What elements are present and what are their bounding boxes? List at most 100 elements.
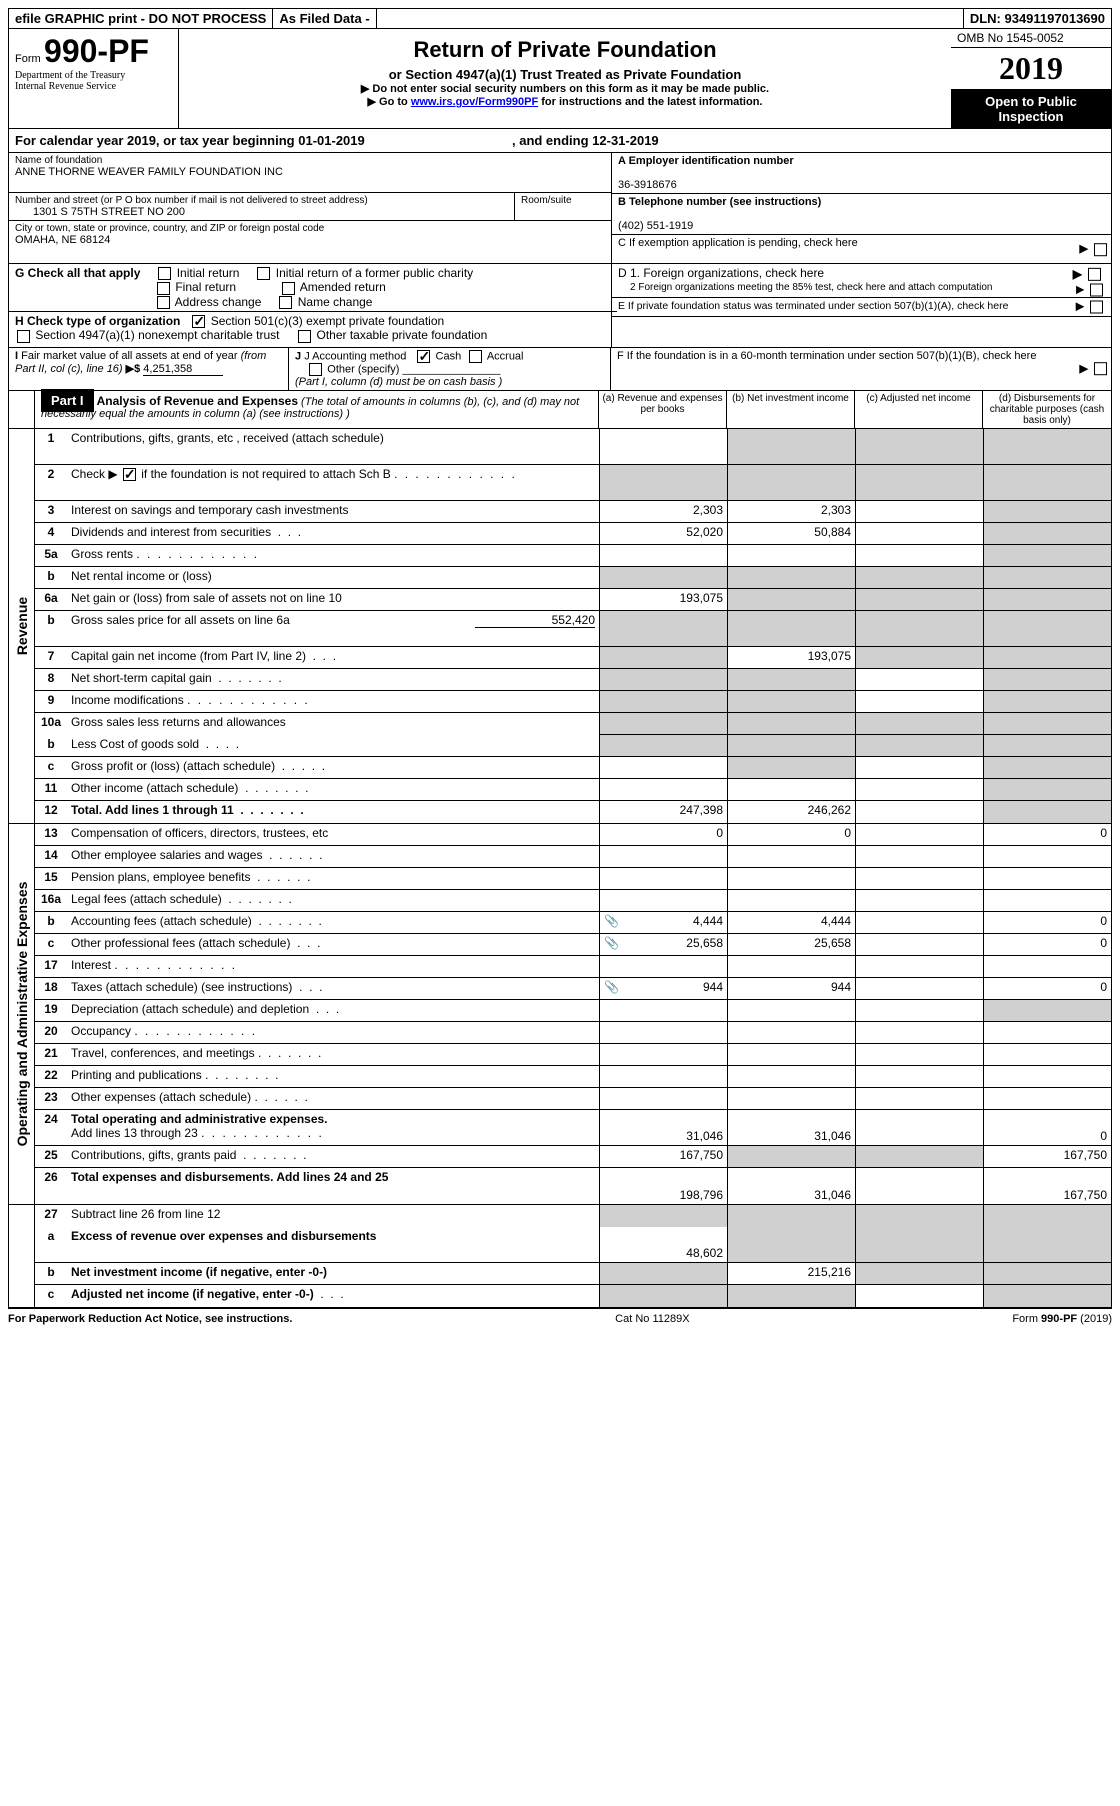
table-row: cOther professional fees (attach schedul… xyxy=(35,934,1111,956)
table-row: bLess Cost of goods sold . . . . xyxy=(35,735,1111,757)
paperwork-notice: For Paperwork Reduction Act Notice, see … xyxy=(8,1313,292,1325)
table-row: 10aGross sales less returns and allowanc… xyxy=(35,713,1111,735)
dln-label: DLN: 93491197013690 xyxy=(964,9,1111,28)
table-row: 18Taxes (attach schedule) (see instructi… xyxy=(35,978,1111,1000)
table-row: bAccounting fees (attach schedule) . . .… xyxy=(35,912,1111,934)
ijf-row: I Fair market value of all assets at end… xyxy=(8,348,1112,391)
form-prefix: Form xyxy=(15,53,41,65)
expenses-section: Operating and Administrative Expenses 13… xyxy=(8,824,1112,1205)
goto-line: ▶ Go to www.irs.gov/Form990PF for instru… xyxy=(183,95,947,108)
table-row: 8Net short-term capital gain . . . . . .… xyxy=(35,669,1111,691)
calendar-year-row: For calendar year 2019, or tax year begi… xyxy=(8,129,1112,153)
fmv-value: 4,251,358 xyxy=(143,363,223,376)
table-row: 19Depreciation (attach schedule) and dep… xyxy=(35,1000,1111,1022)
table-row: 1Contributions, gifts, grants, etc , rec… xyxy=(35,429,1111,465)
cb-accrual[interactable] xyxy=(469,350,482,363)
table-row: cGross profit or (loss) (attach schedule… xyxy=(35,757,1111,779)
table-row: 26Total expenses and disbursements. Add … xyxy=(35,1168,1111,1204)
exemption-checkbox[interactable] xyxy=(1094,243,1107,256)
cb-terminated[interactable] xyxy=(1090,301,1103,314)
cb-schb[interactable] xyxy=(123,468,136,481)
attach-icon[interactable]: 📎 xyxy=(604,980,619,994)
header-left: Form 990-PF Department of the Treasury I… xyxy=(9,29,179,128)
attach-icon[interactable]: 📎 xyxy=(604,914,619,928)
open-to-public: Open to Public Inspection xyxy=(951,90,1111,128)
d-section: D 1. Foreign organizations, check here ▶… xyxy=(611,264,1111,347)
expenses-label: Operating and Administrative Expenses xyxy=(9,824,35,1204)
attach-icon[interactable]: 📎 xyxy=(604,936,619,950)
table-row: 21Travel, conferences, and meetings . . … xyxy=(35,1044,1111,1066)
cb-4947a1[interactable] xyxy=(17,330,30,343)
table-row: 11Other income (attach schedule) . . . .… xyxy=(35,779,1111,801)
entity-left: Name of foundation ANNE THORNE WEAVER FA… xyxy=(9,153,611,263)
address-row: Number and street (or P O box number if … xyxy=(9,193,611,221)
table-row: aExcess of revenue over expenses and dis… xyxy=(35,1227,1111,1263)
cb-60month[interactable] xyxy=(1094,362,1107,375)
col-c-head: (c) Adjusted net income xyxy=(855,391,983,428)
dept-treasury: Department of the Treasury xyxy=(15,70,172,81)
table-row: cAdjusted net income (if negative, enter… xyxy=(35,1285,1111,1307)
phone-value: (402) 551-1919 xyxy=(618,220,693,232)
tax-year: 2019 xyxy=(951,48,1111,90)
table-row: 24Total operating and administrative exp… xyxy=(35,1110,1111,1146)
g-section: G Check all that apply Initial return In… xyxy=(15,266,611,345)
table-row: 7Capital gain net income (from Part IV, … xyxy=(35,647,1111,669)
cb-85pct[interactable] xyxy=(1090,283,1103,296)
form-header: Form 990-PF Department of the Treasury I… xyxy=(8,29,1112,129)
table-row: 3Interest on savings and temporary cash … xyxy=(35,501,1111,523)
table-row: 15Pension plans, employee benefits . . .… xyxy=(35,868,1111,890)
street-address: 1301 S 75TH STREET NO 200 xyxy=(15,206,508,218)
table-row: bGross sales price for all assets on lin… xyxy=(35,611,1111,647)
check-g-row: G Check all that apply Initial return In… xyxy=(8,264,1112,348)
table-row: 20Occupancy xyxy=(35,1022,1111,1044)
cb-amended[interactable] xyxy=(282,282,295,295)
dept-irs: Internal Revenue Service xyxy=(15,81,172,92)
cb-initial-return[interactable] xyxy=(158,267,171,280)
table-row: 25Contributions, gifts, grants paid . . … xyxy=(35,1146,1111,1168)
omb-number: OMB No 1545-0052 xyxy=(951,29,1111,48)
table-row: 23Other expenses (attach schedule) . . .… xyxy=(35,1088,1111,1110)
table-row: 27Subtract line 26 from line 12 xyxy=(35,1205,1111,1227)
city-state-zip: OMAHA, NE 68124 xyxy=(15,234,605,246)
table-row: 9Income modifications xyxy=(35,691,1111,713)
table-row: 17Interest xyxy=(35,956,1111,978)
table-row: bNet rental income or (loss) xyxy=(35,567,1111,589)
cb-501c3[interactable] xyxy=(192,315,205,328)
topbar-spacer xyxy=(377,9,964,28)
col-b-head: (b) Net investment income xyxy=(727,391,855,428)
part1-header: Part I Analysis of Revenue and Expenses … xyxy=(8,391,1112,429)
efile-notice: efile GRAPHIC print - DO NOT PROCESS xyxy=(9,9,273,28)
cb-final-return[interactable] xyxy=(157,282,170,295)
table-row: 4Dividends and interest from securities … xyxy=(35,523,1111,545)
revenue-section: Revenue 1Contributions, gifts, grants, e… xyxy=(8,429,1112,824)
table-row: 5aGross rents xyxy=(35,545,1111,567)
table-row: 22Printing and publications . . . . . . … xyxy=(35,1066,1111,1088)
table-row: 14Other employee salaries and wages . . … xyxy=(35,846,1111,868)
cb-other-method[interactable] xyxy=(309,363,322,376)
cb-address-change[interactable] xyxy=(157,296,170,309)
entity-right: A Employer identification number 36-3918… xyxy=(611,153,1111,263)
cb-name-change[interactable] xyxy=(279,296,292,309)
catalog-number: Cat No 11289X xyxy=(615,1313,689,1325)
col-d-head: (d) Disbursements for charitable purpose… xyxy=(983,391,1111,428)
ssn-warning: ▶ Do not enter social security numbers o… xyxy=(183,82,947,95)
accounting-method-cell: J J Accounting method Cash Accrual Other… xyxy=(289,348,611,390)
cb-foreign-org[interactable] xyxy=(1088,268,1101,281)
irs-link[interactable]: www.irs.gov/Form990PF xyxy=(411,96,538,108)
top-bar: efile GRAPHIC print - DO NOT PROCESS As … xyxy=(8,8,1112,29)
form-number: 990-PF xyxy=(44,33,149,69)
page-footer: For Paperwork Reduction Act Notice, see … xyxy=(8,1308,1112,1329)
cb-other-taxable[interactable] xyxy=(298,330,311,343)
line27-section: 27Subtract line 26 from line 12 aExcess … xyxy=(8,1205,1112,1308)
col-a-head: (a) Revenue and expenses per books xyxy=(599,391,727,428)
cb-cash[interactable] xyxy=(417,350,430,363)
asfiled-label: As Filed Data - xyxy=(273,9,376,28)
form-title: Return of Private Foundation xyxy=(183,37,947,63)
cb-initial-former[interactable] xyxy=(257,267,270,280)
table-row: 12Total. Add lines 1 through 11 . . . . … xyxy=(35,801,1111,823)
form-page-ref: Form 990-PF (2019) xyxy=(1012,1313,1112,1325)
table-row: 6aNet gain or (loss) from sale of assets… xyxy=(35,589,1111,611)
fmv-cell: I Fair market value of all assets at end… xyxy=(9,348,289,390)
table-row: 16aLegal fees (attach schedule) . . . . … xyxy=(35,890,1111,912)
city-row: City or town, state or province, country… xyxy=(9,221,611,260)
